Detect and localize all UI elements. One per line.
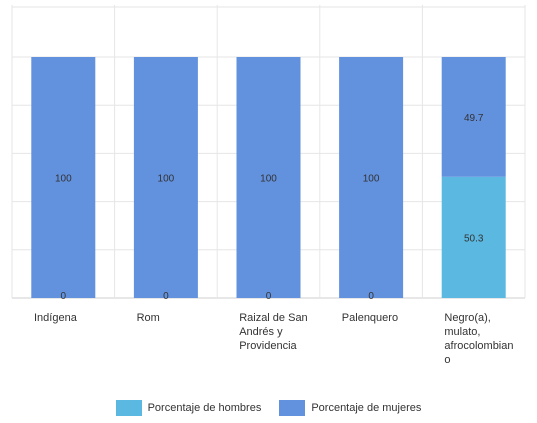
category-label-line: Negro(a), xyxy=(444,312,491,324)
data-label-hombres-4: 50.3 xyxy=(464,233,484,244)
bar-mujeres-1[interactable] xyxy=(133,57,198,298)
category-label-3: Palenquero xyxy=(342,311,419,325)
legend-swatch-mujeres xyxy=(279,400,306,416)
data-label-hombres-0: 0 xyxy=(61,291,67,302)
legend-item-hombres[interactable]: Porcentaje de hombres xyxy=(115,400,262,416)
bar-mujeres-2[interactable] xyxy=(236,57,301,298)
data-label-hombres-3: 0 xyxy=(368,291,374,302)
legend-label-mujeres: Porcentaje de mujeres xyxy=(311,402,422,414)
bar-mujeres-3[interactable] xyxy=(339,57,404,298)
category-label-line: mulato, xyxy=(444,326,481,338)
category-label-line: Providencia xyxy=(239,340,297,352)
category-label-line: Raizal de San xyxy=(239,312,308,324)
legend: Porcentaje de hombres Porcentaje de muje… xyxy=(0,400,537,416)
category-label-0: Indígena xyxy=(34,311,111,325)
category-label-4: Negro(a), mulato, afrocolombian o xyxy=(444,311,521,367)
bar-mujeres-0[interactable] xyxy=(31,57,96,298)
bar-hombres-4[interactable] xyxy=(441,176,506,298)
bars-group xyxy=(31,57,506,298)
category-label-line: Andrés y xyxy=(239,326,283,338)
category-label-line: Indígena xyxy=(34,312,77,324)
bar-mujeres-4[interactable] xyxy=(441,57,506,177)
category-label-2: Raizal de San Andrés y Providencia xyxy=(239,311,316,353)
category-label-line: afrocolombian xyxy=(444,340,514,352)
data-label-mujeres-4: 49.7 xyxy=(464,113,484,124)
legend-swatch-hombres xyxy=(115,400,142,416)
category-label-1: Rom xyxy=(137,311,214,325)
data-label-hombres-1: 0 xyxy=(163,291,169,302)
data-label-mujeres-1: 100 xyxy=(158,174,175,185)
data-label-hombres-2: 0 xyxy=(266,291,272,302)
category-label-line: Rom xyxy=(136,312,160,324)
category-label-line: o xyxy=(444,354,451,366)
data-label-mujeres-3: 100 xyxy=(363,174,380,185)
data-label-mujeres-0: 100 xyxy=(55,174,72,185)
category-label-line: Palenquero xyxy=(341,312,399,324)
data-label-mujeres-2: 100 xyxy=(260,174,277,185)
legend-label-hombres: Porcentaje de hombres xyxy=(147,402,262,414)
data-labels-group: 0 100 0 100 0 100 0 100 50.3 49.7 xyxy=(55,113,484,302)
legend-item-mujeres[interactable]: Porcentaje de mujeres xyxy=(279,400,421,416)
